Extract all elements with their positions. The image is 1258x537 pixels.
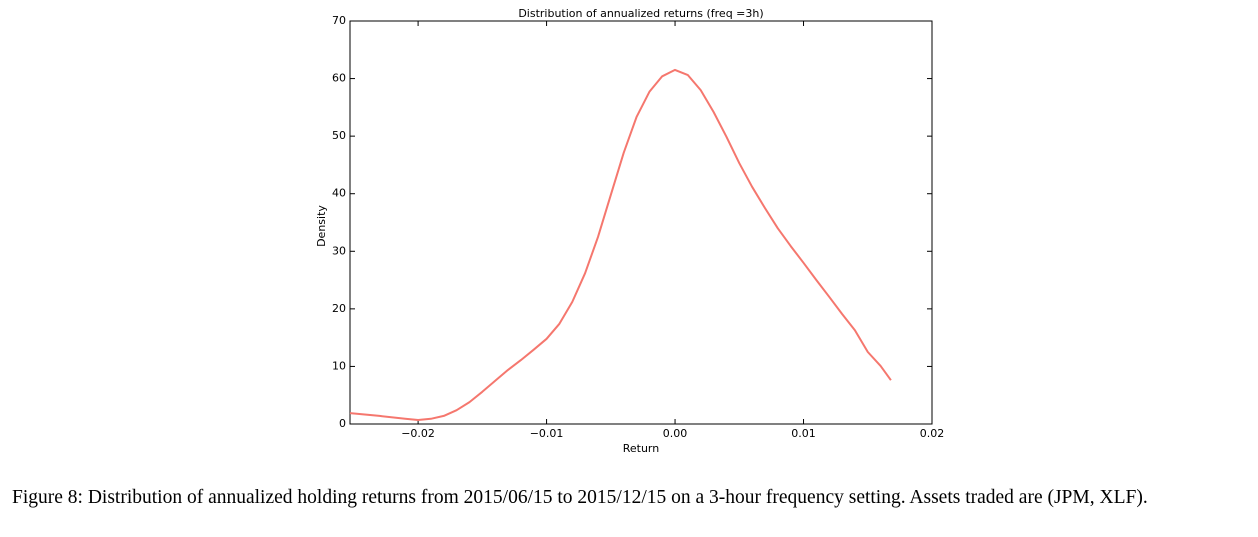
x-tick-label: 0.01 [791,427,816,440]
y-tick-label: 40 [332,187,346,200]
y-tick-label: 60 [332,72,346,85]
density-line [349,68,892,421]
x-tick-label: 0.02 [920,427,945,440]
y-axis-label: Density [315,205,328,247]
chart-title: Distribution of annualized returns (freq… [518,7,763,20]
chart: Distribution of annualized returns (freq… [315,7,945,455]
x-tick-label: −0.02 [401,427,435,440]
x-tick-label: −0.01 [530,427,564,440]
x-tick-label: 0.00 [663,427,688,440]
y-tick-label: 10 [332,359,346,372]
y-tick-label: 30 [332,244,346,257]
x-axis-label: Return [623,442,660,455]
y-tick-label: 0 [339,417,346,430]
figure-caption: Figure 8: Distribution of annualized hol… [12,487,1148,508]
y-tick-label: 50 [332,129,346,142]
plot-frame [349,20,933,425]
y-tick-label: 70 [332,14,346,27]
y-tick-label: 20 [332,302,346,315]
